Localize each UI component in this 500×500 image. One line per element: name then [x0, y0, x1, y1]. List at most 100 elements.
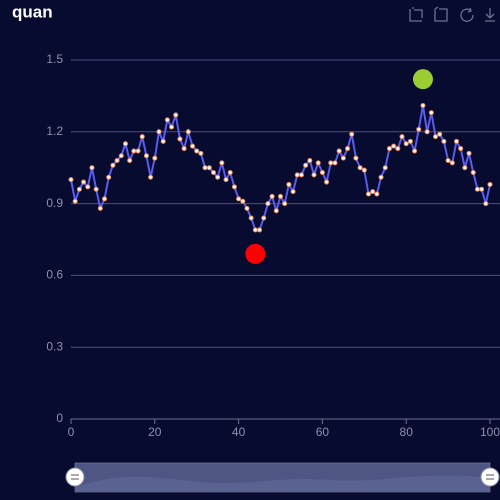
data-point: [202, 165, 208, 171]
data-point: [156, 129, 162, 135]
data-point: [483, 201, 489, 207]
data-point: [474, 186, 480, 192]
y-tick-label: 1.5: [46, 52, 63, 66]
data-point: [131, 148, 137, 154]
data-point: [240, 198, 246, 204]
data-point: [382, 165, 388, 171]
data-point: [420, 102, 426, 108]
data-point: [395, 146, 401, 152]
data-point: [227, 169, 233, 175]
data-point: [315, 160, 321, 166]
data-zoom: [65, 462, 500, 493]
data-point: [261, 215, 267, 221]
highlight-point: [245, 243, 266, 264]
data-point: [257, 227, 263, 233]
data-point: [164, 117, 170, 123]
zoom-handle-right[interactable]: [480, 467, 500, 487]
data-point: [139, 134, 145, 140]
data-point: [403, 141, 409, 147]
data-point: [160, 138, 166, 144]
data-point: [248, 215, 254, 221]
data-point: [206, 165, 212, 171]
data-point: [185, 129, 191, 135]
x-tick-label: 80: [400, 425, 414, 439]
y-tick-label: 0: [56, 411, 63, 425]
data-point: [110, 162, 116, 168]
handle-grip: [71, 474, 79, 480]
data-point: [181, 146, 187, 152]
data-point: [89, 165, 95, 171]
data-point: [345, 146, 351, 152]
data-point: [378, 174, 384, 180]
data-point: [298, 172, 304, 178]
data-point: [328, 160, 334, 166]
data-point: [353, 155, 359, 161]
data-point: [386, 146, 392, 152]
data-point: [152, 155, 158, 161]
data-point: [273, 208, 279, 214]
data-point: [407, 138, 413, 144]
data-point: [118, 153, 124, 159]
highlight-point: [412, 69, 433, 90]
data-point: [466, 150, 472, 156]
restore-tool[interactable]: [460, 7, 474, 22]
data-point: [470, 169, 476, 175]
zoom-preview: [75, 475, 490, 492]
data-point: [244, 205, 250, 211]
x-tick-label: 100: [480, 425, 500, 439]
data-point: [412, 148, 418, 154]
data-point: [340, 155, 346, 161]
data-point: [278, 193, 283, 199]
data-point: [114, 158, 120, 164]
data-point: [215, 174, 221, 180]
data-point: [210, 169, 216, 175]
data-point: [453, 138, 459, 144]
data-point: [93, 186, 99, 192]
data-point: [223, 177, 229, 183]
data-point: [190, 143, 196, 149]
data-point: [106, 174, 112, 180]
data-point: [252, 227, 258, 233]
data-point: [286, 181, 292, 187]
data-point: [173, 112, 179, 118]
data-point: [319, 169, 325, 175]
data-point: [122, 141, 128, 147]
data-point: [294, 172, 300, 178]
data-point: [282, 201, 288, 207]
data-point: [303, 162, 309, 168]
data-point: [102, 196, 108, 202]
data-point: [81, 179, 87, 185]
y-tick-label: 1.2: [46, 124, 63, 138]
data-point: [148, 174, 154, 180]
data-point: [198, 150, 204, 156]
y-tick-label: 0.6: [46, 268, 63, 282]
data-point: [169, 124, 175, 130]
data-point: [135, 148, 141, 154]
data-point: [428, 110, 434, 116]
zoom-tool[interactable]: [409, 7, 423, 22]
data-point: [231, 184, 237, 190]
data-point: [68, 177, 74, 183]
data-point: [441, 138, 447, 144]
toolbox: [409, 6, 495, 22]
data-point: [424, 129, 430, 135]
data-point: [433, 134, 439, 140]
x-tick-label: 20: [148, 425, 162, 439]
zoom-window[interactable]: [75, 463, 490, 492]
x-tick-label: 40: [232, 425, 246, 439]
data-point: [365, 191, 371, 197]
x-tick-label: 60: [316, 425, 330, 439]
data-point: [361, 167, 367, 173]
data-point: [370, 189, 376, 195]
data-point: [307, 158, 313, 164]
data-point: [143, 153, 149, 159]
handle-grip: [486, 474, 494, 480]
data-point: [72, 198, 78, 204]
save-tool[interactable]: [485, 8, 495, 22]
zoom-reset-tool[interactable]: [434, 6, 448, 22]
zoom-handle-left[interactable]: [65, 467, 85, 487]
data-point: [437, 131, 443, 137]
data-point: [479, 186, 485, 192]
data-point: [374, 191, 380, 197]
